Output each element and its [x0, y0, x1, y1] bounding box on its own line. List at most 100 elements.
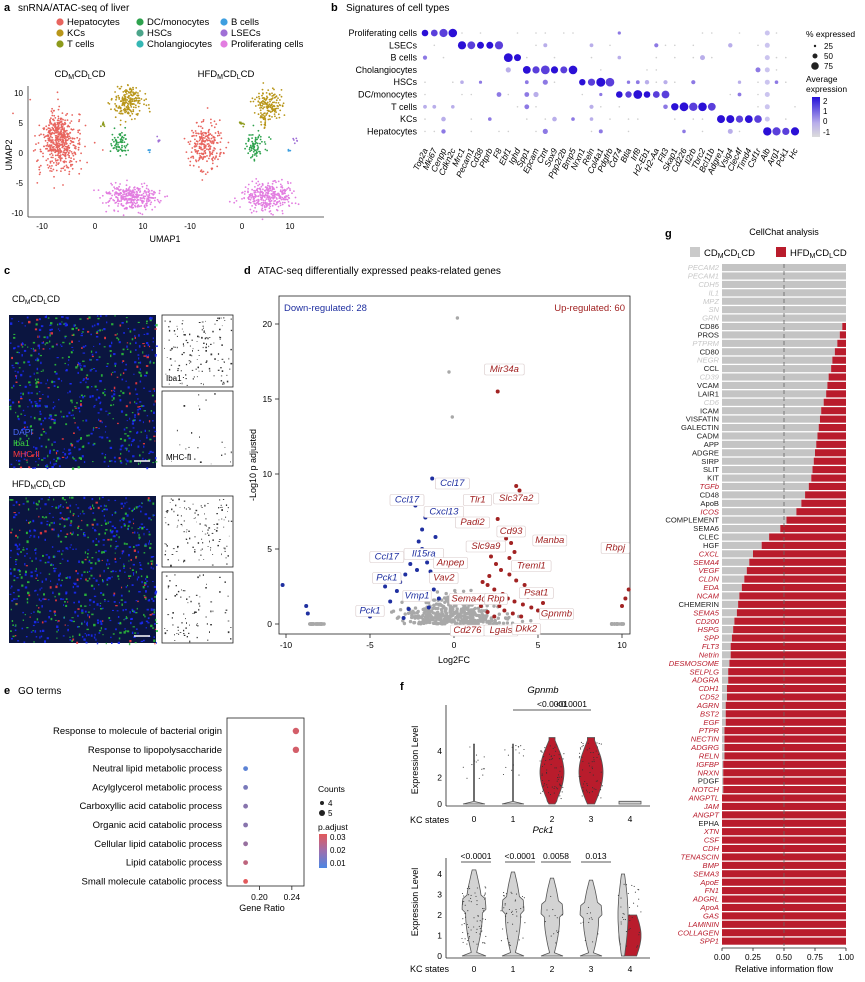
micrograph-signal — [77, 507, 80, 509]
micrograph-signal — [146, 436, 148, 439]
dotplot-dot — [507, 130, 510, 133]
umap-cell — [202, 120, 205, 123]
umap-cell — [130, 118, 133, 121]
violin-point — [562, 786, 564, 788]
umap-cell — [64, 143, 66, 146]
inset-signal — [222, 499, 225, 500]
micrograph-signal — [112, 594, 115, 597]
micrograph-signal — [155, 622, 158, 624]
inset-signal — [177, 590, 180, 593]
umap-cell — [204, 141, 206, 143]
micrograph-signal — [41, 621, 44, 624]
micrograph-signal — [70, 414, 73, 417]
umap-cell — [111, 138, 114, 141]
umap-cell — [264, 208, 267, 211]
micrograph-signal — [114, 460, 117, 463]
micrograph-signal — [43, 336, 46, 339]
violin-point — [549, 758, 551, 761]
umap-cell — [71, 114, 74, 116]
micrograph-signal — [39, 335, 41, 338]
micrograph-signal — [17, 640, 20, 642]
umap-cell — [57, 146, 59, 149]
violin-point — [474, 760, 476, 762]
umap-cell — [147, 197, 149, 200]
gene-label: Manba — [535, 535, 564, 546]
micrograph-signal — [137, 550, 139, 554]
legend-dot — [136, 18, 144, 26]
legend-label: DC/monocytes — [147, 17, 210, 28]
umap-cell — [268, 93, 271, 95]
dotplot-dot — [441, 129, 446, 134]
padj-legend-level: 0.02 — [330, 846, 346, 855]
umap-cell — [65, 151, 68, 154]
umap-cell — [283, 201, 286, 204]
umap-cell — [255, 210, 258, 213]
violin-point — [581, 756, 583, 759]
violin-point — [554, 767, 556, 769]
umap-cell — [125, 144, 128, 147]
micrograph-signal — [20, 392, 22, 395]
micrograph-signal — [35, 359, 37, 361]
micrograph-signal — [143, 445, 145, 448]
dotplot-dot — [655, 56, 658, 59]
micrograph-signal — [26, 316, 29, 319]
inset-signal — [183, 629, 185, 632]
umap-cell — [68, 161, 71, 164]
umap-cell — [206, 107, 209, 109]
micrograph-signal — [146, 356, 149, 359]
micrograph-signal — [35, 452, 38, 454]
go-xlabel: Gene Ratio — [239, 903, 285, 913]
inset-signal — [224, 581, 226, 583]
micrograph-signal — [81, 347, 83, 349]
micrograph-signal — [156, 642, 157, 644]
micrograph-signal — [34, 570, 37, 572]
umap-cell — [255, 178, 258, 180]
micrograph-signal — [139, 401, 142, 403]
umap-cell — [130, 90, 133, 93]
umap-cell — [244, 186, 247, 189]
inset-signal — [190, 361, 192, 363]
micrograph-signal — [150, 556, 153, 558]
umap-cell — [273, 200, 276, 203]
micrograph-signal — [143, 345, 146, 347]
micrograph-signal — [139, 368, 141, 371]
micrograph-signal — [106, 559, 109, 562]
umap-cell — [140, 205, 143, 207]
inset-signal — [205, 361, 207, 363]
volcano-point — [280, 583, 285, 587]
micrograph-signal — [42, 394, 44, 396]
micrograph-signal — [35, 577, 37, 579]
micrograph-signal — [67, 629, 69, 632]
micrograph-signal — [103, 460, 106, 463]
go-dot — [243, 841, 249, 847]
inset-signal — [179, 383, 181, 384]
micrograph-signal — [20, 576, 23, 579]
dotplot-dot — [737, 92, 742, 97]
micrograph-signal — [51, 546, 54, 548]
inset-signal — [188, 530, 190, 532]
umap-cell — [55, 138, 57, 141]
micrograph-signal — [141, 580, 143, 584]
inset-signal — [196, 359, 198, 360]
micrograph-signal — [144, 544, 147, 547]
violin-point — [515, 745, 517, 747]
inset-signal — [198, 608, 200, 611]
micrograph-signal — [81, 331, 84, 333]
umap-cell — [144, 92, 147, 95]
micrograph-signal — [59, 572, 61, 575]
umap-cell — [257, 100, 260, 103]
umap-cell — [259, 193, 261, 195]
umap-cell — [147, 104, 150, 106]
inset-signal — [200, 554, 202, 556]
micrograph-signal — [62, 635, 65, 637]
dotplot-dot — [617, 55, 622, 60]
micrograph-signal — [143, 613, 145, 616]
micrograph-signal — [125, 497, 127, 500]
micrograph-signal — [18, 504, 21, 506]
volcano-point — [402, 621, 407, 626]
umap-cell — [66, 139, 69, 142]
volcano-point — [443, 600, 447, 604]
micrograph-signal — [121, 552, 124, 555]
micrograph-signal — [49, 340, 51, 343]
inset-signal — [194, 550, 196, 553]
